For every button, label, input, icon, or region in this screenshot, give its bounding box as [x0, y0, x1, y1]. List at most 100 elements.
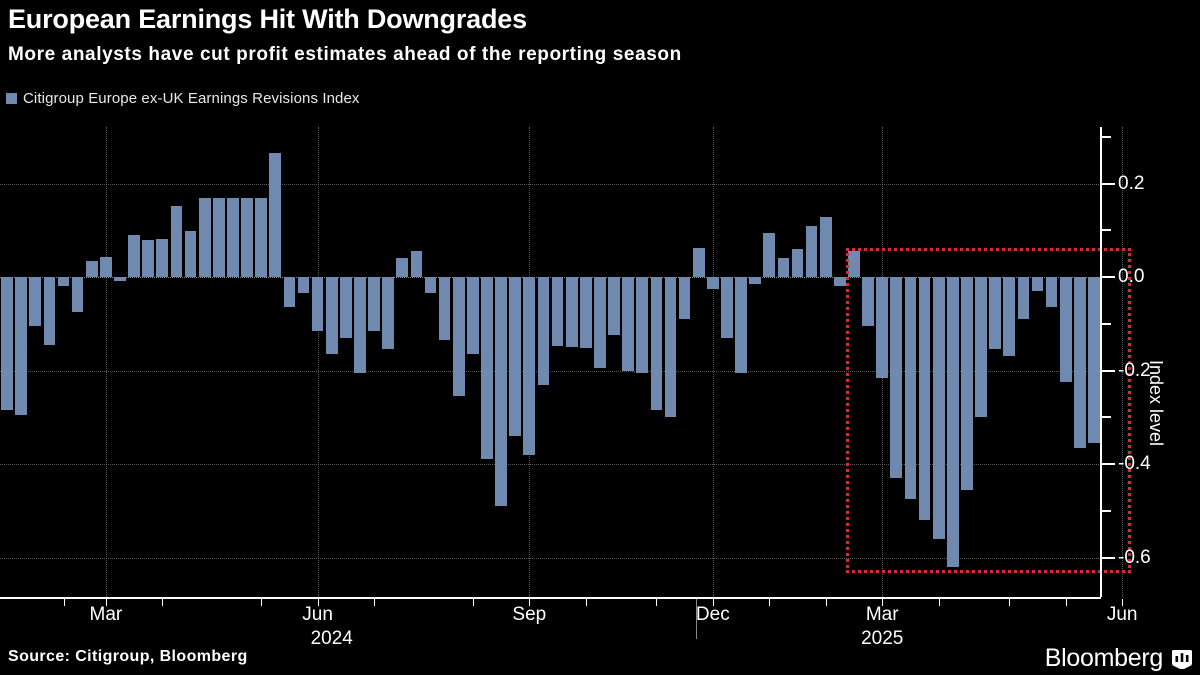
chart-legend: Citigroup Europe ex-UK Earnings Revision… [6, 90, 360, 107]
bar [15, 277, 28, 415]
bar [537, 277, 550, 385]
x-axis-tick [938, 599, 940, 606]
y-axis-label: -0.2 [1118, 359, 1151, 381]
gridline-vertical [1122, 127, 1124, 597]
y-axis-label: -0.4 [1118, 453, 1151, 474]
bar [283, 277, 296, 308]
y-axis-label: 0.0 [1118, 266, 1145, 287]
x-axis-tick [1065, 599, 1067, 606]
bar [382, 277, 395, 350]
x-axis-year-label: 2025 [861, 628, 904, 649]
y-axis-title: Index level [1146, 360, 1166, 447]
bar [142, 239, 155, 277]
source-note: Source: Citigroup, Bloomberg [8, 648, 248, 665]
x-axis-tick [585, 599, 587, 606]
bar [1, 277, 13, 411]
bar [678, 277, 691, 320]
gridline-vertical [317, 127, 319, 597]
x-axis-label: Mar [89, 604, 123, 625]
bar [721, 277, 733, 338]
bar [467, 277, 479, 355]
bar [735, 277, 747, 373]
bar [594, 277, 606, 369]
y-axis-tick [1102, 463, 1115, 465]
bar [184, 231, 197, 277]
x-axis-tick [1009, 599, 1011, 606]
bar [961, 277, 973, 490]
x-axis-label: Sep [512, 604, 547, 625]
bar [1073, 277, 1086, 448]
bar [706, 277, 719, 289]
bar [848, 251, 860, 277]
bar [438, 277, 451, 341]
y-axis-label: -0.6 [1118, 546, 1151, 568]
y-axis-tick [1102, 369, 1115, 372]
bar [325, 277, 338, 355]
bar [975, 277, 987, 418]
bar [212, 198, 225, 277]
gridline-vertical [712, 127, 714, 597]
x-axis-tick [882, 599, 884, 606]
x-axis-tick [529, 599, 531, 606]
bar [396, 258, 409, 277]
bar [565, 277, 578, 348]
bar [311, 277, 324, 331]
bar [763, 232, 776, 277]
bar [622, 277, 634, 371]
bar [749, 277, 762, 284]
x-axis-spine [0, 597, 1101, 599]
bar [368, 277, 380, 331]
bar [297, 277, 310, 294]
bar [1003, 277, 1016, 357]
bar [890, 277, 903, 479]
y-axis-minor-tick [1102, 416, 1111, 419]
x-axis-tick [162, 599, 164, 606]
bar [650, 277, 663, 411]
bar [410, 251, 423, 277]
zero-baseline [0, 277, 1101, 278]
bar [876, 277, 889, 378]
bar [269, 153, 282, 277]
y-axis-tick [1102, 276, 1115, 278]
bar [1059, 277, 1072, 383]
bar [198, 197, 211, 277]
bar [43, 277, 56, 345]
x-axis-tick [825, 599, 827, 606]
y-axis-minor-tick [1102, 229, 1111, 232]
x-axis-tick [317, 599, 319, 606]
bar [989, 277, 1001, 350]
brand-name: Bloomberg [1044, 644, 1164, 672]
x-axis-tick [769, 599, 771, 606]
y-axis-minor-tick [1102, 322, 1111, 325]
x-axis-label: Mar [865, 604, 899, 625]
bar [255, 198, 267, 277]
legend-label: Citigroup Europe ex-UK Earnings Revision… [23, 90, 360, 107]
bar [424, 277, 437, 294]
bar [452, 277, 465, 397]
bar [664, 277, 677, 418]
bar [819, 217, 832, 277]
bar [579, 277, 592, 349]
plot-area [0, 127, 1132, 597]
bar [904, 277, 917, 500]
bar [481, 277, 493, 460]
bar [608, 277, 620, 336]
x-axis-label: Jun [1106, 604, 1138, 625]
gridline-horizontal [0, 183, 1101, 185]
bar [862, 277, 874, 327]
legend-swatch-icon [6, 93, 17, 104]
bar [834, 277, 846, 287]
chart-subtitle: More analysts have cut profit estimates … [8, 44, 682, 65]
bar [523, 277, 536, 455]
bloomberg-mark-icon [1172, 649, 1192, 669]
bar [241, 198, 253, 277]
bar-series [0, 127, 1101, 597]
bloomberg-brand: Bloomberg [1045, 644, 1192, 673]
bar [354, 277, 366, 373]
gridline-vertical [105, 127, 107, 597]
bar [100, 257, 112, 277]
bar [1031, 277, 1044, 292]
bar [339, 277, 352, 338]
gridline-horizontal [0, 370, 1101, 372]
